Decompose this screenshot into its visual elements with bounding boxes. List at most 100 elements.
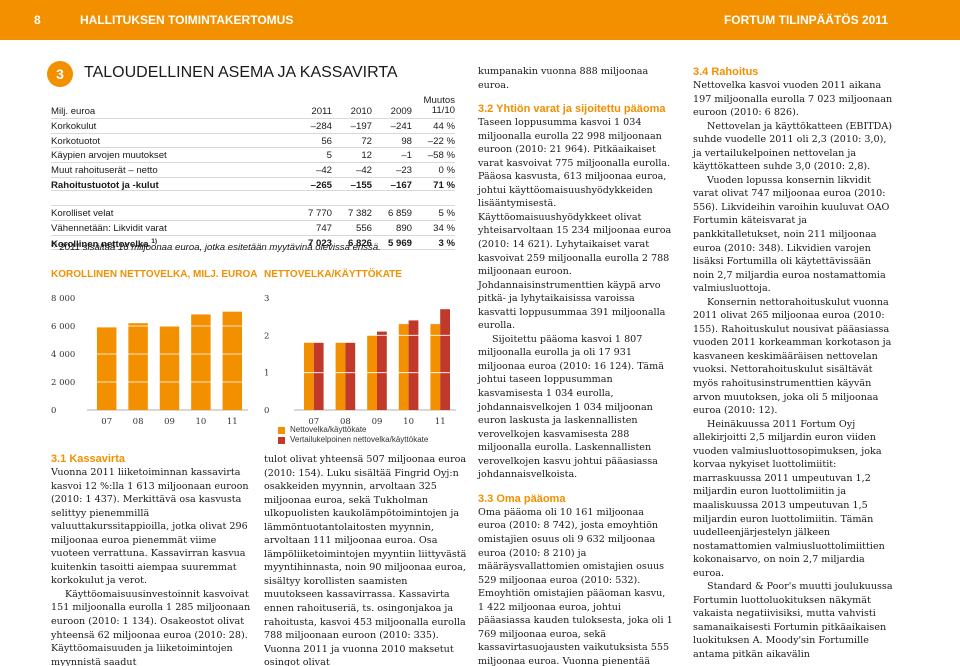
- y-tick-label: 2: [264, 331, 269, 341]
- y-tick-label: 2 000: [51, 378, 75, 388]
- table-row: Korolliset velat 7 770 7 382 6 859 5 %: [51, 205, 455, 220]
- table-row: Korkokulut –284 –197 –241 44 %: [51, 118, 455, 133]
- paragraph: Taseen loppusumma kasvoi 1 034 miljoonal…: [478, 117, 672, 332]
- bar: [313, 342, 324, 410]
- x-tick-label: 09: [372, 417, 383, 427]
- paragraph: Nettovelan ja käyttökatteen (EBITDA) suh…: [693, 120, 893, 173]
- section-title: TALOUDELLINEN ASEMA JA KASSAVIRTA: [84, 64, 398, 81]
- bar: [159, 326, 180, 410]
- x-tick-label: 09: [164, 417, 175, 427]
- bar: [408, 320, 419, 410]
- bar: [398, 324, 409, 410]
- cell: 7 382: [347, 208, 372, 220]
- legend-swatch: [278, 427, 285, 434]
- bar: [430, 324, 441, 410]
- cell: –42: [355, 165, 372, 177]
- bar: [345, 342, 356, 410]
- table-row: Muut rahoituserät – netto –42 –42 –23 0 …: [51, 162, 455, 177]
- cell: 6 826: [347, 237, 372, 249]
- page-number: 8: [34, 13, 41, 27]
- table-header: Milj. euroa 2011 2010 2009 Muutos 11/10: [51, 96, 455, 118]
- bar: [335, 342, 346, 410]
- cell: –22 %: [427, 135, 455, 147]
- cell: 72: [361, 135, 372, 147]
- legend-item: Vertailukelpoinen nettovelka/käyttökate: [278, 435, 428, 445]
- cell: –197: [350, 121, 372, 132]
- header-right-title: FORTUM TILINPÄÄTÖS 2011: [723, 13, 888, 27]
- y-tick-label: 3: [264, 294, 269, 304]
- text-column-3: kumpanakin vuonna 888 miljoonaa euroa. 3…: [478, 65, 674, 666]
- row-label: Korkokulut: [51, 121, 97, 132]
- row-label: Korollinen nettovelka 1): [51, 238, 157, 250]
- cell: –58 %: [427, 150, 455, 162]
- cell: –241: [390, 121, 412, 132]
- x-tick-label: 07: [308, 417, 319, 427]
- x-tick-label: 10: [195, 417, 206, 427]
- text-column-4: 3.4 Rahoitus Nettovelka kasvoi vuoden 20…: [693, 65, 893, 662]
- paragraph: Heinäkuussa 2011 Fortum Oyj allekirjoitt…: [693, 418, 885, 579]
- table-row: Korkotuotot 56 72 98 –22 %: [51, 132, 455, 148]
- heading-3-1: 3.1 Kassavirta: [51, 453, 125, 465]
- cell: –155: [350, 179, 372, 191]
- y-tick-label: 8 000: [51, 294, 75, 304]
- bar: [440, 309, 450, 410]
- paragraph: Standard & Poor's muutti joulukuussa For…: [693, 581, 893, 660]
- cell: 5 969: [387, 237, 412, 249]
- cell: –265: [310, 179, 332, 191]
- footnote-mark: 1): [151, 237, 158, 245]
- row-label: Korkotuotot: [51, 135, 101, 147]
- col-2010: 2010: [350, 106, 372, 117]
- bar: [128, 323, 148, 410]
- cell: 5 %: [438, 208, 455, 220]
- cell: 98: [401, 135, 412, 147]
- row-label: Muut rahoituserät – netto: [51, 165, 158, 177]
- change-header-line2: 11/10: [431, 105, 455, 116]
- cell: 44 %: [433, 121, 455, 132]
- table-row: Vähennetään: Likvidit varat 747 556 890 …: [51, 220, 455, 235]
- paragraph: Konsernin nettorahoituskulut vuonna 2011…: [693, 296, 892, 417]
- row-label: Käypien arvojen muutokset: [51, 150, 167, 162]
- x-tick-label: 11: [435, 417, 446, 427]
- cell: 56: [321, 135, 332, 147]
- bar: [304, 342, 314, 410]
- cell: 890: [395, 223, 412, 235]
- row-label-text: Korollinen nettovelka: [51, 239, 149, 250]
- net-debt-ebitda-chart: 0 1 2 3 07 08 09 10 11: [264, 294, 456, 427]
- col-change: Muutos 11/10: [424, 96, 455, 116]
- col-2009: 2009: [390, 106, 412, 117]
- footnote-text: 2011 sisältää 16 miljoonaa euroa, jotka …: [59, 242, 381, 254]
- y-tick-label: 0: [51, 406, 56, 416]
- paragraph: Nettovelka kasvoi vuoden 2011 aikana 197…: [693, 80, 893, 119]
- cell: 7 770: [307, 208, 332, 220]
- paragraph: Käyttöomaisuusinvestoinnit kasvoivat 151…: [51, 588, 251, 666]
- table-row: Käypien arvojen muutokset 5 12 –1 –58 %: [51, 147, 455, 162]
- y-tick-label: 1: [264, 369, 269, 379]
- paragraph: Oma pääoma oli 10 161 miljoonaa euroa (2…: [478, 506, 673, 666]
- page-header: 8 HALLITUKSEN TOIMINTAKERTOMUS FORTUM TI…: [0, 0, 960, 40]
- cell: 556: [355, 223, 372, 235]
- unit-label: Milj. euroa: [51, 106, 96, 117]
- cell: 747: [315, 223, 332, 235]
- row-label: Korolliset velat: [51, 208, 114, 220]
- net-debt-chart: 0 2 000 4 000 6 000 8 000 07 08 09 10 11: [51, 294, 248, 427]
- chart2-legend: Nettovelka/käyttökate Vertailukelpoinen …: [278, 425, 428, 445]
- table-row-total: Rahoitustuotot ja -kulut –265 –155 –167 …: [51, 176, 455, 192]
- cell: 6 859: [387, 208, 412, 220]
- heading-3-3: 3.3 Oma pääoma: [478, 492, 566, 505]
- cell: –167: [390, 179, 412, 191]
- cell: 7 023: [307, 237, 332, 249]
- footnote-mark: 1): [51, 241, 57, 248]
- legend-label: Nettovelka/käyttökate: [290, 425, 367, 434]
- paragraph: Vuoden lopussa konsernin likvidit varat …: [693, 174, 890, 295]
- x-tick-label: 11: [227, 417, 238, 427]
- text-column-1: 3.1 Kassavirta Vuonna 2011 liiketoiminna…: [51, 452, 256, 666]
- x-tick-label: 10: [403, 417, 414, 427]
- paragraph: tulot olivat yhteensä 507 miljoonaa euro…: [264, 454, 467, 666]
- bar: [222, 311, 243, 410]
- cell: 12: [361, 150, 372, 162]
- legend-item: Nettovelka/käyttökate: [278, 425, 428, 435]
- section-number-badge: 3: [47, 61, 73, 87]
- x-tick-label: 08: [133, 417, 144, 427]
- table-footnote: 1) 2011 sisältää 16 miljoonaa euroa, jot…: [51, 241, 381, 253]
- cell: –1: [401, 150, 412, 162]
